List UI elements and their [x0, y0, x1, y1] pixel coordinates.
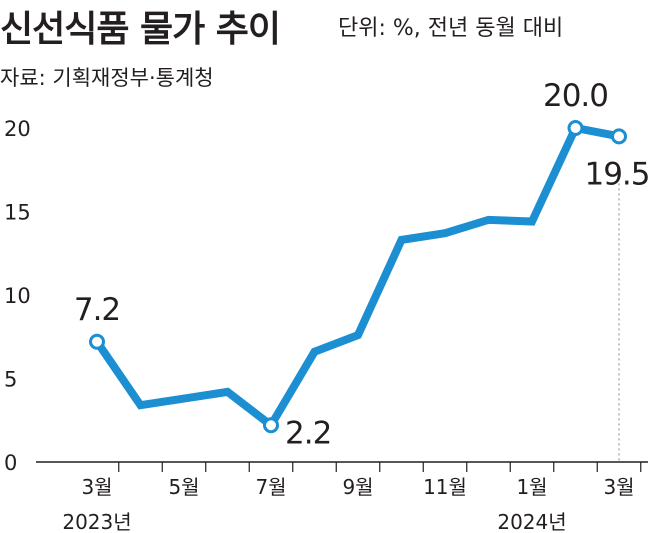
data-point-marker — [567, 120, 584, 136]
data-label: 20.0 — [543, 78, 608, 114]
series-line — [93, 123, 620, 432]
x-tick-label: 1월 — [516, 475, 547, 499]
x-tick-label: 7월 — [255, 475, 286, 499]
y-tick-label: 5 — [4, 368, 17, 392]
x-tick-label: 9월 — [342, 475, 373, 499]
data-label: 19.5 — [584, 156, 648, 192]
x-tick-label: 5월 — [168, 475, 199, 499]
x-tick-label: 3월 — [603, 475, 634, 499]
year-label: 2023년 — [62, 510, 131, 533]
data-point-marker — [89, 333, 105, 350]
x-tick-label: 3월 — [81, 475, 112, 499]
y-tick-label: 10 — [4, 284, 31, 308]
y-tick-label: 20 — [4, 117, 31, 141]
chart-title: 신선식품 물가 추이 — [0, 9, 281, 50]
data-point-marker — [263, 417, 279, 434]
data-label: 7.2 — [74, 292, 120, 328]
y-tick-label: 0 — [4, 451, 17, 475]
x-tick-label: 11월 — [423, 475, 467, 499]
source-note: 자료: 기획재정부·통계청 — [0, 66, 214, 90]
data-label: 2.2 — [285, 415, 331, 451]
y-tick-label: 15 — [4, 201, 31, 225]
year-label: 2024년 — [497, 510, 566, 533]
unit-note: 단위: %, 전년 동월 대비 — [338, 16, 564, 41]
data-point-marker — [611, 128, 627, 145]
